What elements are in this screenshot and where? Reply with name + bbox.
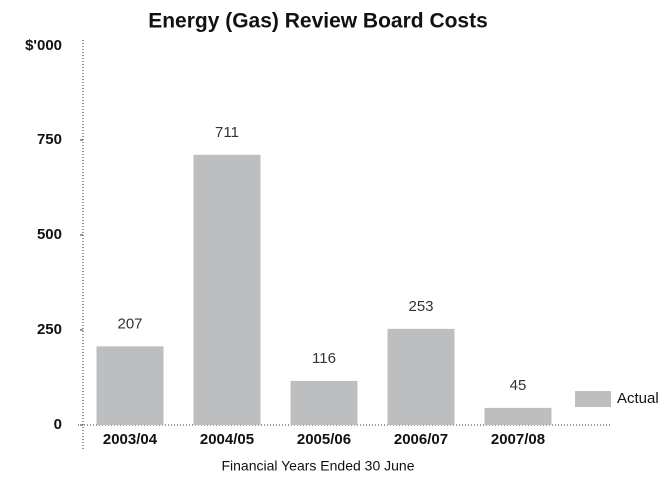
- data-label: 253: [408, 298, 433, 315]
- x-tick-label: 2006/07: [394, 431, 448, 448]
- x-tick-label: 2003/04: [103, 431, 158, 448]
- y-tick-label: 250: [37, 321, 62, 338]
- data-label: 116: [312, 350, 336, 367]
- y-axis-label: $'000: [25, 37, 62, 54]
- y-tick-label: 0: [54, 416, 62, 433]
- x-axis-label: Financial Years Ended 30 June: [221, 458, 414, 474]
- bar: [193, 154, 261, 425]
- chart-title: Energy (Gas) Review Board Costs: [148, 10, 488, 33]
- bar: [290, 380, 358, 425]
- x-tick-label: 2005/06: [297, 431, 351, 448]
- bar: [484, 407, 552, 425]
- x-tick-label: 2007/08: [491, 431, 545, 448]
- y-tick-label: 750: [37, 131, 62, 148]
- data-label: 207: [117, 315, 142, 332]
- data-label: 711: [215, 124, 239, 141]
- bar: [387, 328, 455, 425]
- data-label: 45: [510, 377, 527, 394]
- bar: [96, 346, 164, 425]
- legend-label: Actual: [617, 390, 659, 407]
- y-tick-label: 500: [37, 226, 62, 243]
- x-tick-label: 2004/05: [200, 431, 254, 448]
- legend-swatch: [575, 391, 611, 407]
